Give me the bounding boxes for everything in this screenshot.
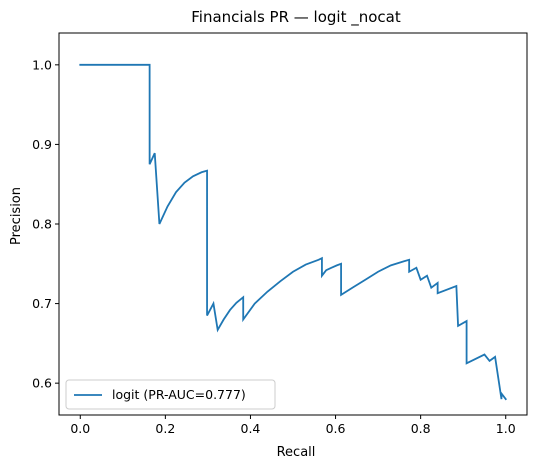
y-tick-label: 0.8 bbox=[32, 217, 52, 232]
legend-box bbox=[65, 379, 276, 410]
chart-title: Financials PR — logit _nocat bbox=[191, 8, 401, 27]
plot-area: 0.0 0.2 0.4 0.6 0.8 1.0 0.6 0.7 0.8 0.9 1.0 bbox=[32, 32, 528, 436]
y-tick-label: 0.9 bbox=[32, 137, 52, 152]
x-tick-label: 0.4 bbox=[241, 421, 261, 436]
x-axis-title: Recall bbox=[277, 445, 316, 460]
legend-label-logit: logit (PR-AUC=0.777) bbox=[112, 387, 246, 402]
y-tick-label: 1.0 bbox=[32, 57, 52, 72]
y-tick-label: 0.7 bbox=[32, 296, 52, 311]
x-tick-label: 0.2 bbox=[155, 421, 175, 436]
legend: logit (PR-AUC=0.777) bbox=[65, 379, 276, 410]
x-tick-label: 1.0 bbox=[496, 421, 516, 436]
y-axis-title: Precision bbox=[9, 187, 24, 245]
y-tick-label: 0.6 bbox=[32, 376, 52, 391]
x-tick-label: 0.6 bbox=[326, 421, 346, 436]
x-tick-label: 0.0 bbox=[70, 421, 90, 436]
series-line-0 bbox=[79, 63, 507, 401]
x-tick-label: 0.8 bbox=[411, 421, 431, 436]
